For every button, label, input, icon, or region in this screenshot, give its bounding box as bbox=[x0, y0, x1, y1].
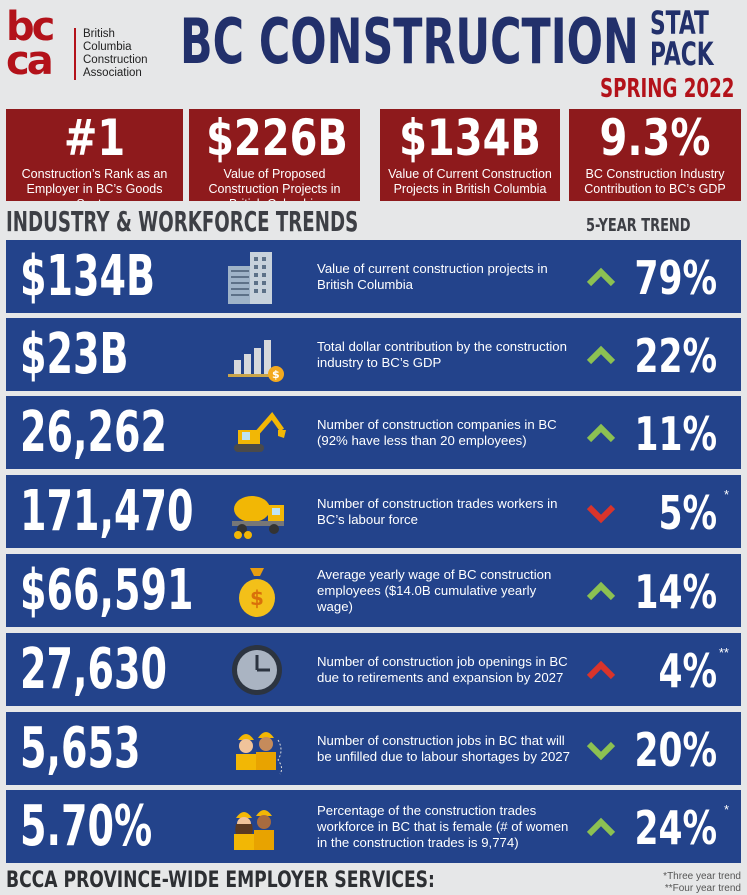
row-value: 26,262 bbox=[20, 400, 167, 465]
row-description: Number of construction trades workers in… bbox=[317, 495, 558, 527]
footnote-marker: ** bbox=[718, 645, 729, 660]
row-description: Number of construction companies in BC (… bbox=[317, 416, 557, 448]
footnote-marker: * bbox=[723, 487, 729, 502]
top-stat-value: $134B bbox=[399, 109, 541, 167]
top-stat-value: #1 bbox=[63, 109, 126, 167]
top-stat-label: Construction’s Rank as an Employer in BC… bbox=[21, 167, 168, 201]
workers-icon bbox=[220, 720, 292, 778]
top-stat-value: 9.3% bbox=[599, 109, 711, 167]
clock-icon bbox=[220, 641, 292, 699]
row-trend-percent: 14% bbox=[634, 565, 717, 619]
org-line: Construction bbox=[83, 54, 148, 66]
top-stat-value: $226B bbox=[206, 109, 348, 167]
top-stat-proposed: $226B Value of Proposed Construction Pro… bbox=[189, 109, 360, 201]
trend-up-arrow-icon bbox=[584, 262, 618, 292]
page-title: BC CONSTRUCTION bbox=[180, 5, 639, 78]
row-value: 171,470 bbox=[20, 479, 194, 544]
cement-mixer-icon bbox=[220, 483, 292, 541]
trend-down-arrow-icon bbox=[584, 497, 618, 527]
top-stat-label: Value of Current Construction Projects i… bbox=[388, 167, 552, 196]
row-trend-percent: 24% * bbox=[634, 801, 729, 855]
row-trend-percent: 5% * bbox=[658, 486, 729, 540]
trend-row-trades-workers: 171,470 Number of construction trades wo… bbox=[6, 475, 741, 548]
logo-letters-bottom: ca bbox=[6, 38, 54, 84]
org-line: Columbia bbox=[83, 41, 132, 53]
trend-header: 5-YEAR TREND bbox=[586, 215, 691, 236]
logo-letters-top: bc bbox=[6, 4, 55, 50]
row-value: $66,591 bbox=[20, 558, 194, 623]
trend-row-gdp: $23B $ Total dollar contribution by the … bbox=[6, 318, 741, 391]
row-value: 5.70% bbox=[20, 794, 153, 859]
trend-up-arrow-icon bbox=[584, 576, 618, 606]
org-line: British bbox=[83, 28, 115, 40]
section-title: INDUSTRY & WORKFORCE TRENDS bbox=[6, 205, 359, 237]
row-description: Number of construction jobs in BC that w… bbox=[317, 732, 570, 764]
top-stat-label: BC Construction Industry Contribution to… bbox=[584, 167, 726, 196]
row-trend-percent: 79% bbox=[634, 251, 717, 305]
trend-up-arrow-icon bbox=[584, 418, 618, 448]
buildings-icon bbox=[220, 248, 292, 306]
row-description: Total dollar contribution by the constru… bbox=[317, 338, 567, 370]
top-stat-gdp: 9.3% BC Construction Industry Contributi… bbox=[569, 109, 741, 201]
org-name: British Columbia Construction Associatio… bbox=[74, 28, 148, 80]
row-trend-percent: 4% ** bbox=[658, 644, 729, 698]
female-workers-icon bbox=[220, 798, 292, 856]
top-stat-current: $134B Value of Current Construction Proj… bbox=[380, 109, 560, 201]
footnote-marker: * bbox=[723, 802, 729, 817]
trend-up-arrow-icon bbox=[584, 340, 618, 370]
row-trend-percent: 20% bbox=[634, 723, 717, 777]
footnote-three-year: *Three year trend bbox=[663, 871, 741, 882]
top-stat-label: Value of Proposed Construction Projects … bbox=[208, 167, 341, 201]
row-description: Value of current construction projects i… bbox=[317, 260, 548, 292]
trend-row-job-openings: 27,630 Number of construction job openin… bbox=[6, 633, 741, 706]
trend-row-companies: 26,262 Number of construction companies … bbox=[6, 396, 741, 469]
row-description: Percentage of the construction trades wo… bbox=[317, 802, 569, 850]
trend-row-project-value: $134B Value of current construction proj… bbox=[6, 240, 741, 313]
bcca-logo-mark: bc ca bbox=[6, 4, 62, 84]
svg-text:$: $ bbox=[250, 586, 264, 610]
row-value: $134B bbox=[20, 244, 156, 309]
trend-row-female-workforce: 5.70% Percentage of the construction tra… bbox=[6, 790, 741, 863]
row-trend-percent: 22% bbox=[634, 329, 717, 383]
trend-down-arrow-icon bbox=[584, 734, 618, 764]
trend-up-arrow-icon bbox=[584, 655, 618, 685]
row-description: Average yearly wage of BC construction e… bbox=[317, 566, 552, 614]
row-value: 27,630 bbox=[20, 637, 167, 702]
bcca-logo: bc ca British Columbia Construction Asso… bbox=[6, 4, 166, 84]
edition-label: SPRING 2022 bbox=[600, 74, 735, 104]
svg-text:$: $ bbox=[272, 368, 280, 381]
stat-pack-label: STAT PACK bbox=[650, 8, 714, 72]
bar-chart-coin-icon: $ bbox=[220, 326, 292, 384]
trend-row-wage: $66,591 $ Average yearly wage of BC cons… bbox=[6, 554, 741, 627]
top-stat-rank: #1 Construction’s Rank as an Employer in… bbox=[6, 109, 183, 201]
footnotes: *Three year trend **Four year trend bbox=[663, 871, 741, 895]
row-trend-percent: 11% bbox=[634, 407, 717, 461]
row-description: Number of construction job openings in B… bbox=[317, 653, 568, 685]
trend-row-unfilled-jobs: 5,653 Number of construction jobs in BC … bbox=[6, 712, 741, 785]
trend-up-arrow-icon bbox=[584, 812, 618, 842]
row-value: 5,653 bbox=[20, 716, 141, 781]
row-value: $23B bbox=[20, 322, 129, 387]
footnote-four-year: **Four year trend bbox=[664, 883, 741, 894]
money-bag-icon: $ bbox=[220, 562, 292, 620]
org-line: Association bbox=[83, 67, 142, 79]
employer-services-heading: BCCA PROVINCE-WIDE EMPLOYER SERVICES: bbox=[6, 868, 435, 893]
excavator-icon bbox=[220, 404, 292, 462]
